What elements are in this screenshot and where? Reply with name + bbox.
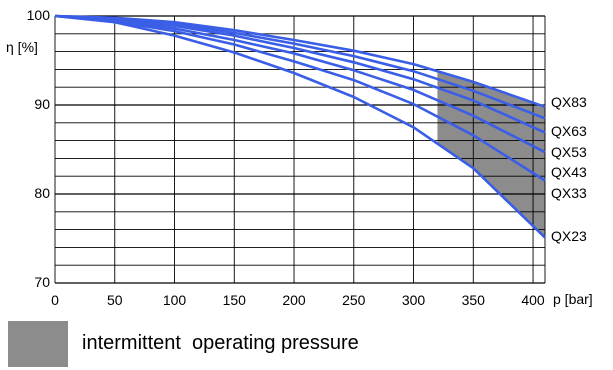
legend-label: intermittent operating pressure xyxy=(82,332,359,354)
y-tick-label: 80 xyxy=(34,185,50,201)
x-tick-label: 350 xyxy=(462,292,486,308)
series-label-qx33: QX33 xyxy=(551,185,587,201)
x-tick-label: 0 xyxy=(51,292,59,308)
x-tick-label: 100 xyxy=(163,292,187,308)
legend-swatch-shaded xyxy=(8,321,68,367)
y-tick-label: 70 xyxy=(34,274,50,290)
x-tick-label: 300 xyxy=(402,292,426,308)
x-tick-label: 50 xyxy=(107,292,123,308)
series-label-qx53: QX53 xyxy=(551,144,587,160)
y-axis-label: η [%] xyxy=(6,39,38,55)
series-line-qx43 xyxy=(54,14,546,154)
x-tick-label: 150 xyxy=(223,292,247,308)
x-tick-label: 250 xyxy=(342,292,366,308)
series-label-qx43: QX43 xyxy=(551,164,587,180)
y-tick-label: 90 xyxy=(34,96,50,112)
y-tick-label: 100 xyxy=(27,7,51,23)
x-tick-label: 200 xyxy=(282,292,306,308)
series-line-qx23 xyxy=(54,14,546,239)
series-label-qx23: QX23 xyxy=(551,228,587,244)
x-tick-label: 400 xyxy=(521,292,545,308)
x-axis-label: p [bar] xyxy=(553,291,593,307)
series-line-qx53 xyxy=(54,14,546,134)
efficiency-chart: 0 50 100 150 200 250 300 350 400 70 80 90 100 QX83 QX… xyxy=(6,7,593,308)
legend: intermittent operating pressure xyxy=(8,321,608,367)
series-label-qx63: QX63 xyxy=(551,123,587,139)
series-line-qx33 xyxy=(54,14,546,182)
series-label-qx83: QX83 xyxy=(551,94,587,110)
